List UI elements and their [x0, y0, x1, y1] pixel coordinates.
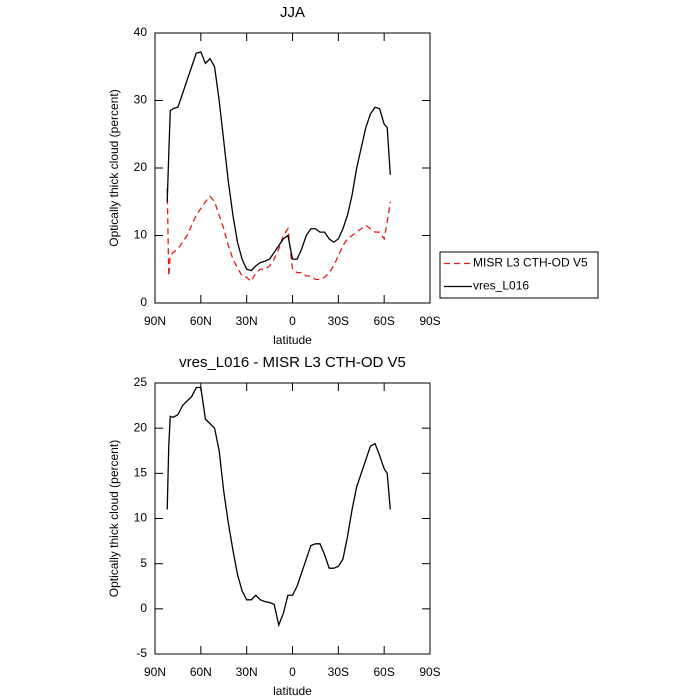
y-tick-label: 10	[134, 511, 148, 525]
y-axis-label: Optically thick cloud (percent)	[107, 89, 121, 246]
y-tick-label: 20	[134, 160, 148, 174]
y-axis-label: Optically thick cloud (percent)	[107, 440, 121, 597]
y-tick-label: 40	[134, 25, 148, 39]
y-tick-label: 0	[140, 295, 147, 309]
x-tick-label: 30N	[236, 665, 258, 679]
chart-title: JJA	[280, 4, 305, 21]
legend-label: MISR L3 CTH-OD V5	[473, 256, 588, 270]
data-line	[166, 386, 391, 628]
x-axis-label: latitude	[273, 684, 312, 698]
x-tick-label: 30N	[236, 314, 258, 328]
x-tick-label: 60S	[373, 665, 394, 679]
y-tick-label: -5	[136, 646, 147, 660]
x-tick-label: 60N	[190, 314, 212, 328]
x-tick-label: 30S	[328, 314, 349, 328]
chart-title: vres_L016 - MISR L3 CTH-OD V5	[179, 354, 406, 371]
x-axis-label: latitude	[273, 333, 312, 347]
x-tick-label: 90N	[144, 314, 166, 328]
y-tick-label: 30	[134, 93, 148, 107]
plot-frame	[154, 32, 431, 304]
y-tick-label: 10	[134, 228, 148, 242]
plot: JJA latitude Optically thick cloud (percen…	[107, 4, 599, 347]
y-tick-label: 25	[134, 375, 148, 389]
x-tick-label: 90N	[144, 665, 166, 679]
plot-frame	[154, 382, 431, 655]
x-tick-label: 0	[289, 314, 296, 328]
x-tick-label: 60S	[373, 314, 394, 328]
data-line	[166, 188, 391, 283]
y-tick-label: 20	[134, 420, 148, 434]
data-line	[166, 51, 391, 272]
y-tick-label: 5	[140, 556, 147, 570]
y-tick-label: 15	[134, 466, 148, 480]
x-tick-label: 30S	[328, 665, 349, 679]
x-tick-label: 90S	[419, 314, 440, 328]
x-tick-label: 60N	[190, 665, 212, 679]
x-tick-label: 90S	[419, 665, 440, 679]
legend-label: vres_L016	[473, 279, 529, 293]
y-tick-label: 0	[140, 601, 147, 615]
legend-box	[439, 251, 599, 299]
plot: vres_L016 - MISR L3 CTH-OD V5 latitude Opt…	[107, 354, 441, 698]
x-tick-label: 0	[289, 665, 296, 679]
